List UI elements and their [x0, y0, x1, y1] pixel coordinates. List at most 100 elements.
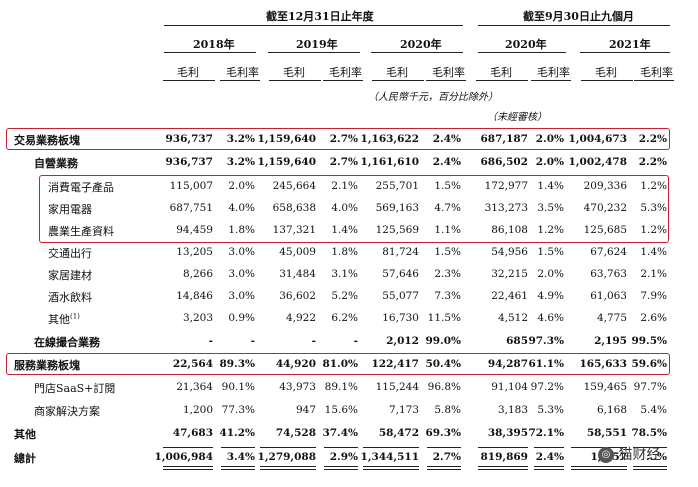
total-rule	[324, 469, 358, 470]
cell-gross-profit: 470,232	[583, 202, 627, 214]
cell-gross-profit: 1,006,984	[154, 451, 213, 463]
cell-gross-margin: 61.1%	[528, 358, 564, 370]
cell-gross-margin: 1.4%	[331, 224, 358, 236]
cell-gross-profit: 115,244	[375, 381, 419, 393]
total-rule	[163, 466, 213, 467]
row-label: 交易業務板塊	[14, 132, 80, 148]
watermark-logo-icon: ◎	[598, 447, 614, 463]
total-rule	[221, 447, 255, 448]
row-label-text: 家居建材	[48, 269, 92, 282]
highlight-core-categories	[39, 175, 669, 243]
total-rule	[260, 447, 316, 448]
row-label-text: 自營業務	[34, 157, 78, 170]
cell-gross-margin: 1.2%	[537, 224, 564, 236]
group-title-nine-months: 截至9月30日止九個月	[523, 10, 634, 23]
cell-gross-profit: 115,007	[169, 180, 213, 192]
cell-gross-profit: 91,104	[491, 381, 528, 393]
cell-gross-margin: 5.3%	[537, 404, 564, 416]
cell-gross-margin: 2.4%	[432, 156, 461, 168]
highlight-trading-segment	[6, 128, 670, 150]
row-label-text: 農業生產資料	[48, 225, 114, 238]
cell-gross-margin: 97.2%	[530, 381, 564, 393]
cell-gross-margin: 89.1%	[324, 381, 358, 393]
cell-gross-profit: 4,512	[497, 312, 528, 324]
cell-gross-profit: 255,701	[375, 180, 419, 192]
row-label: 自營業務	[34, 155, 78, 171]
cell-gross-profit: 313,273	[484, 202, 528, 214]
row-label-text: 總計	[14, 452, 36, 465]
cell-gross-margin: 3.0%	[228, 246, 255, 258]
cell-gross-margin: 99.5%	[631, 335, 667, 347]
cell-gross-margin: 99.0%	[425, 335, 461, 347]
cell-gross-profit: 22,461	[491, 290, 528, 302]
cell-gross-margin: 7.9%	[640, 290, 667, 302]
unit-note: （人民幣千元，百分比除外）	[368, 92, 498, 103]
group-underline-nine-months	[478, 25, 670, 26]
cell-gross-profit: 81,724	[382, 246, 419, 258]
cell-gross-margin: 5.4%	[640, 404, 667, 416]
cell-gross-margin: 2.7%	[329, 133, 358, 145]
cell-gross-margin: 3.2%	[226, 133, 255, 145]
cell-gross-margin: 4.6%	[537, 312, 564, 324]
cell-gross-profit: 687,751	[169, 202, 213, 214]
cell-gross-margin: 2.2%	[638, 156, 667, 168]
cell-gross-margin: 2.0%	[228, 180, 255, 192]
cell-gross-margin: 50.4%	[425, 358, 461, 370]
col-header-gross-profit: 毛利	[490, 66, 512, 79]
year-underline-2019	[268, 52, 360, 53]
cell-gross-profit: 1,200	[182, 404, 213, 416]
total-rule	[633, 469, 667, 470]
col-header-gross-profit: 毛利	[386, 66, 408, 79]
watermark-text: 猫财经	[618, 447, 661, 463]
row-label-text: 服務業務板塊	[14, 359, 80, 372]
col-header-underline	[220, 80, 260, 81]
cell-gross-profit: 685	[506, 335, 528, 347]
total-rule	[324, 447, 358, 448]
cell-gross-margin: 77.3%	[221, 404, 255, 416]
cell-gross-margin: 3.2%	[226, 156, 255, 168]
cell-gross-profit: 687,187	[480, 133, 529, 145]
cell-gross-profit: 1,159,640	[257, 156, 316, 168]
col-header-underline	[426, 80, 466, 81]
total-rule	[534, 447, 564, 448]
row-label: 其他(1)	[48, 311, 80, 327]
cell-gross-profit: 819,869	[480, 451, 529, 463]
col-header-gross-profit: 毛利	[595, 66, 617, 79]
cell-gross-margin: 2.7%	[432, 451, 461, 463]
cell-gross-margin: 2.0%	[535, 156, 564, 168]
cell-gross-margin: 4.9%	[537, 290, 564, 302]
cell-gross-margin: 2.4%	[432, 133, 461, 145]
unaudited-note: （未經審核）	[487, 112, 547, 123]
cell-gross-margin: 2.0%	[535, 133, 564, 145]
cell-gross-profit: 94,287	[487, 358, 528, 370]
row-label: 家用電器	[48, 201, 92, 217]
row-label-text: 交易業務板塊	[14, 134, 80, 147]
cell-gross-margin: 3.1%	[331, 268, 358, 280]
cell-gross-profit: 58,551	[586, 427, 627, 439]
cell-gross-margin: 1.5%	[434, 180, 461, 192]
year-underline-2020-9m	[478, 52, 566, 53]
cell-gross-profit: 14,846	[176, 290, 213, 302]
total-rule	[163, 447, 213, 448]
cell-gross-profit: 67,624	[590, 246, 627, 258]
cell-gross-margin: 69.3%	[425, 427, 461, 439]
total-rule	[221, 469, 255, 470]
cell-gross-margin: 2.1%	[331, 180, 358, 192]
total-rule	[571, 447, 627, 448]
cell-gross-profit: 1,163,622	[360, 133, 419, 145]
col-header-gross-margin: 毛利率	[226, 66, 259, 79]
highlight-service-segment	[6, 353, 670, 375]
cell-gross-profit: 122,417	[371, 358, 420, 370]
row-label: 家居建材	[48, 267, 92, 283]
row-label: 消費電子產品	[48, 179, 114, 195]
cell-gross-profit: 125,569	[375, 224, 419, 236]
cell-gross-profit: 94,459	[176, 224, 213, 236]
cell-gross-profit: 1,344,511	[360, 451, 419, 463]
year-header-2020: 2020年	[400, 38, 442, 51]
cell-gross-profit: 1,002,478	[568, 156, 627, 168]
cell-gross-profit: 1,159,640	[257, 133, 316, 145]
cell-gross-margin: 1.4%	[640, 246, 667, 258]
col-header-gross-margin: 毛利率	[329, 66, 362, 79]
col-header-gross-profit: 毛利	[283, 66, 305, 79]
total-rule	[633, 466, 667, 467]
